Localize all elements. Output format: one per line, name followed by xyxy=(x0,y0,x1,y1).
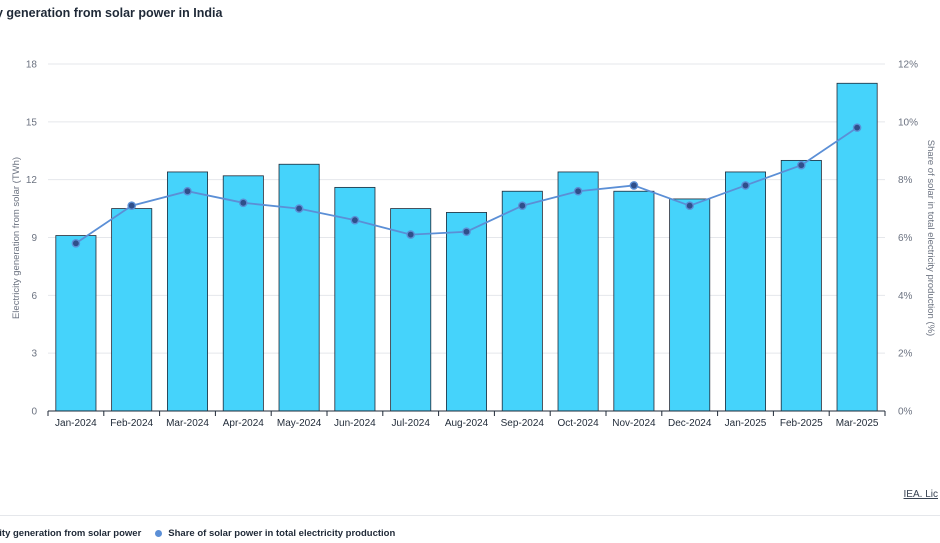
x-tick-label: Jun-2024 xyxy=(334,418,376,429)
bar-series xyxy=(55,82,878,412)
x-tick-label: Jul-2024 xyxy=(392,418,431,429)
y-tick-right: 2% xyxy=(898,349,913,360)
y-tick-left: 0 xyxy=(31,407,37,418)
share-point xyxy=(462,227,471,237)
legend-item-line[interactable]: Share of solar power in total electricit… xyxy=(155,528,395,539)
x-tick-label: Mar-2024 xyxy=(166,418,209,429)
legend-item-bar[interactable]: city generation from solar power xyxy=(0,528,141,539)
y-tick-right: 8% xyxy=(898,175,913,186)
y-axis-right-ticks: 0% 2% 4% 6% 8% 10% 12% xyxy=(898,60,918,418)
bar xyxy=(222,175,264,412)
x-tick-label: Apr-2024 xyxy=(223,418,265,429)
legend-divider xyxy=(0,515,940,516)
x-tick-label: Jan-2024 xyxy=(55,418,97,429)
share-point xyxy=(183,186,192,196)
y-tick-left: 15 xyxy=(26,117,38,128)
bar xyxy=(55,235,97,412)
source-link[interactable]: IEA. Lic xyxy=(903,489,938,500)
legend-line-label: Share of solar power in total electricit… xyxy=(168,528,396,539)
bar xyxy=(613,190,655,412)
x-tick-label: Oct-2024 xyxy=(558,418,600,429)
x-tick-label: Jan-2025 xyxy=(725,418,767,429)
line-series xyxy=(71,123,862,248)
y-axis-left-ticks: 0 3 6 9 12 15 18 xyxy=(26,60,38,418)
x-tick-label: May-2024 xyxy=(277,418,322,429)
legend: city generation from solar power Share o… xyxy=(0,528,409,539)
x-tick-label: Feb-2024 xyxy=(110,418,153,429)
y-tick-left: 12 xyxy=(26,175,38,186)
x-tick-label: Nov-2024 xyxy=(612,418,656,429)
share-point xyxy=(852,123,862,132)
bar xyxy=(111,208,153,412)
y-axis-right-title: Share of solar in total electricity prod… xyxy=(925,140,936,336)
y-tick-left: 3 xyxy=(31,349,37,360)
bar xyxy=(446,212,487,412)
x-tick-label: Dec-2024 xyxy=(668,418,712,429)
y-axis-left-title: Electricity generation from solar (TWh) xyxy=(11,157,22,319)
bar xyxy=(836,82,878,412)
y-tick-right: 10% xyxy=(898,117,918,128)
y-tick-right: 12% xyxy=(898,60,918,71)
bar xyxy=(669,198,711,412)
y-tick-right: 4% xyxy=(898,291,913,302)
y-tick-right: 6% xyxy=(898,233,913,244)
bar xyxy=(390,208,432,412)
share-point xyxy=(71,238,81,248)
bar xyxy=(780,159,822,412)
legend-bar-label: city generation from solar power xyxy=(0,528,142,539)
share-point xyxy=(127,201,136,210)
y-tick-left: 6 xyxy=(31,291,37,302)
share-point xyxy=(573,186,583,196)
x-tick-label: Sep-2024 xyxy=(501,418,545,429)
share-point xyxy=(685,201,695,210)
bar xyxy=(167,171,208,412)
share-point xyxy=(294,204,304,213)
share-point xyxy=(629,181,639,190)
y-tick-left: 9 xyxy=(31,233,37,244)
chart-title: y generation from solar power in India xyxy=(0,6,223,20)
bar xyxy=(557,171,599,412)
combo-chart: 0 3 6 9 12 15 18 0% 2% 4% 6% 8% 10% 12% Jan-2024 Feb-… xyxy=(11,60,936,430)
share-point xyxy=(518,201,527,210)
x-tick-label: Aug-2024 xyxy=(445,418,489,429)
x-axis: Jan-2024 Feb-2024 Mar-2024 Apr-2024 May-2024… xyxy=(47,410,886,429)
share-point xyxy=(406,230,416,239)
share-point xyxy=(350,215,360,225)
bar xyxy=(725,171,766,412)
share-point xyxy=(741,181,750,190)
bar xyxy=(278,163,320,412)
bar xyxy=(501,190,543,412)
x-tick-label: Mar-2025 xyxy=(836,418,879,429)
y-tick-left: 18 xyxy=(26,60,38,71)
share-point xyxy=(238,198,248,208)
legend-line-marker xyxy=(155,530,163,537)
bar xyxy=(334,186,376,412)
x-tick-label: Feb-2025 xyxy=(780,418,823,429)
y-tick-right: 0% xyxy=(898,407,913,418)
share-point xyxy=(797,160,806,170)
